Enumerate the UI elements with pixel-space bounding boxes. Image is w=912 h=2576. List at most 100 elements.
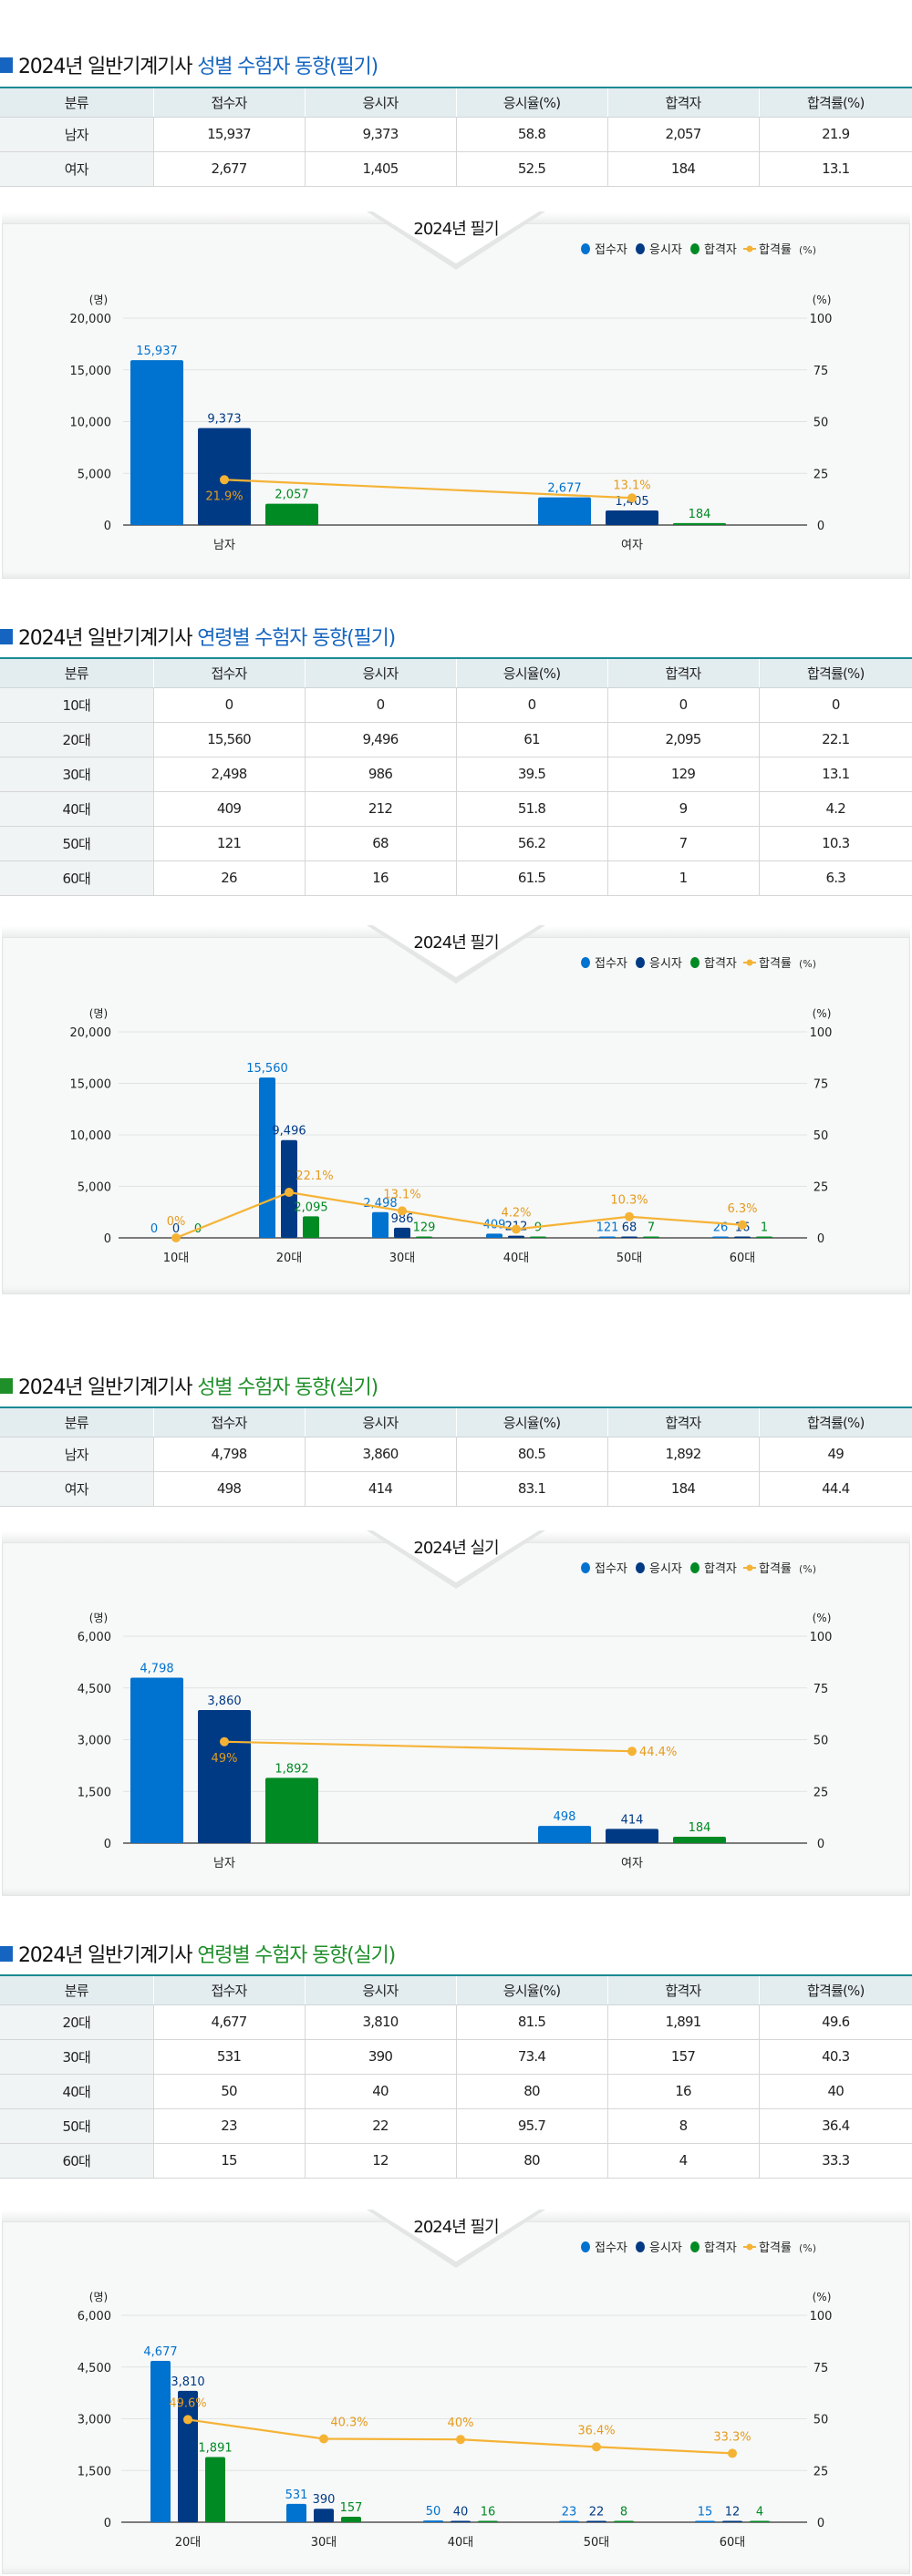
bar-applicants[interactable] — [559, 2520, 579, 2523]
y-tick-left: 15,000 — [70, 365, 112, 378]
circle-icon — [690, 243, 700, 254]
bar-value-label: 157 — [340, 2501, 363, 2515]
table-cell: 39.5 — [456, 757, 608, 792]
legend-item-1[interactable]: 접수자 — [581, 243, 627, 257]
legend-item-3[interactable]: 합격자 — [690, 2241, 737, 2255]
bar-passers[interactable] — [750, 2520, 770, 2523]
table-row: 40대 50 40 80 16 40 — [0, 2074, 912, 2109]
legend-item-2[interactable]: 응시자 — [636, 957, 682, 971]
bar-passers[interactable] — [478, 2520, 498, 2523]
pass-rate-marker[interactable] — [171, 1233, 181, 1242]
pass-rate-marker[interactable] — [220, 1736, 229, 1747]
bar-examinees[interactable] — [722, 2520, 742, 2523]
pass-rate-marker[interactable] — [220, 475, 229, 485]
bar-applicants[interactable] — [130, 360, 183, 525]
y-tick-left: 10,000 — [70, 417, 112, 430]
bar-examinees[interactable] — [314, 2509, 334, 2522]
pass-rate-marker[interactable] — [285, 1188, 294, 1198]
x-category-label: 30대 — [311, 2536, 337, 2550]
bar-passers[interactable] — [205, 2457, 225, 2522]
table-cell: 414 — [305, 1471, 457, 1507]
section-title-2: 2024년 일반기계기사 연령별 수험자 동향(필기) — [0, 623, 396, 650]
bar-examinees[interactable] — [606, 1829, 658, 1843]
bar-passers[interactable] — [643, 1236, 659, 1239]
circle-icon — [581, 957, 590, 968]
table-cell: 50 — [153, 2074, 306, 2109]
bar-passers[interactable] — [756, 1236, 772, 1239]
column-header: 분류 — [0, 1975, 154, 2005]
pass-rate-marker[interactable] — [398, 1206, 407, 1216]
bar-examinees[interactable] — [451, 2520, 471, 2522]
bar-applicants[interactable] — [372, 1211, 389, 1238]
pass-rate-marker[interactable] — [512, 1224, 521, 1234]
legend-item-4[interactable]: 합격률 (%) — [743, 957, 816, 971]
legend-item-4[interactable]: 합격률 (%) — [743, 243, 816, 257]
y-tick-left: 4,500 — [78, 1683, 111, 1696]
legend-item-1[interactable]: 접수자 — [581, 957, 627, 971]
legend-item-3[interactable]: 합격자 — [690, 957, 737, 971]
bar-applicants[interactable] — [538, 497, 591, 525]
bar-passers[interactable] — [265, 1777, 318, 1843]
bar-examinees[interactable] — [621, 1236, 637, 1239]
pass-rate-marker[interactable] — [625, 1211, 634, 1221]
bar-passers[interactable] — [673, 522, 726, 525]
bar-applicants[interactable] — [423, 2520, 443, 2522]
bar-passers[interactable] — [341, 2517, 361, 2522]
bar-passers[interactable] — [673, 1837, 726, 1843]
row-category: 50대 — [0, 2108, 154, 2144]
bar-value-label: 414 — [621, 1813, 644, 1827]
legend-item-2[interactable]: 응시자 — [636, 2241, 682, 2255]
bar-applicants[interactable] — [695, 2520, 715, 2523]
bar-passers[interactable] — [614, 2520, 634, 2523]
y-tick-left: 6,000 — [78, 2310, 111, 2324]
table-cell: 16 — [607, 2074, 760, 2109]
bar-examinees[interactable] — [394, 1227, 410, 1238]
y-tick-right: 50 — [814, 2414, 829, 2427]
bar-applicants[interactable] — [286, 2503, 306, 2522]
pass-rate-marker[interactable] — [319, 2434, 328, 2444]
y-tick-right: 25 — [814, 1786, 829, 1799]
bar-applicants[interactable] — [259, 1077, 275, 1238]
bar-passers[interactable] — [416, 1236, 432, 1239]
y-axis-unit-right: (%) — [813, 2291, 832, 2303]
circle-icon — [690, 957, 700, 968]
legend-item-1[interactable]: 접수자 — [581, 2241, 627, 2255]
pass-rate-marker[interactable] — [592, 2442, 601, 2452]
legend-item-3[interactable]: 합격자 — [690, 243, 737, 257]
bar-applicants[interactable] — [538, 1826, 591, 1843]
pass-rate-marker[interactable] — [738, 1220, 747, 1230]
bar-applicants[interactable] — [712, 1236, 729, 1239]
legend-item-4[interactable]: 합격률 (%) — [743, 2241, 816, 2255]
pass-rate-marker[interactable] — [627, 493, 637, 503]
y-tick-left: 0 — [104, 1838, 111, 1851]
legend-item-2[interactable]: 응시자 — [636, 1562, 682, 1576]
table-row: 여자 2,677 1,405 52.5 184 13.1 — [0, 151, 912, 187]
table-cell: 80 — [456, 2143, 608, 2179]
bar-passers[interactable] — [530, 1236, 546, 1239]
bar-examinees[interactable] — [606, 510, 658, 525]
bar-passers[interactable] — [303, 1216, 319, 1238]
bar-examinees[interactable] — [198, 1709, 251, 1843]
bar-applicants[interactable] — [599, 1236, 616, 1239]
section-title-4: 2024년 일반기계기사 연령별 수험자 동향(실기) — [0, 1940, 396, 1967]
pass-rate-marker[interactable] — [627, 1747, 637, 1757]
bar-examinees[interactable] — [734, 1236, 751, 1239]
bar-examinees[interactable] — [586, 2520, 606, 2523]
pass-rate-marker[interactable] — [728, 2448, 737, 2458]
bar-applicants[interactable] — [150, 2361, 171, 2522]
bar-passers[interactable] — [265, 503, 318, 525]
bar-examinees[interactable] — [508, 1235, 524, 1238]
pass-rate-marker[interactable] — [456, 2435, 465, 2445]
pass-rate-marker[interactable] — [183, 2415, 192, 2425]
bar-examinees[interactable] — [178, 2390, 198, 2522]
legend-item-4[interactable]: 합격률 (%) — [743, 1562, 816, 1576]
legend-item-3[interactable]: 합격자 — [690, 1562, 737, 1576]
bar-applicants[interactable] — [130, 1677, 183, 1843]
legend-item-1[interactable]: 접수자 — [581, 1562, 627, 1576]
x-category-label: 20대 — [276, 1252, 303, 1265]
bar-applicants[interactable] — [486, 1233, 503, 1238]
y-tick-left: 6,000 — [78, 1631, 111, 1644]
legend-item-2[interactable]: 응시자 — [636, 243, 682, 257]
table-cell: 157 — [607, 2039, 760, 2075]
